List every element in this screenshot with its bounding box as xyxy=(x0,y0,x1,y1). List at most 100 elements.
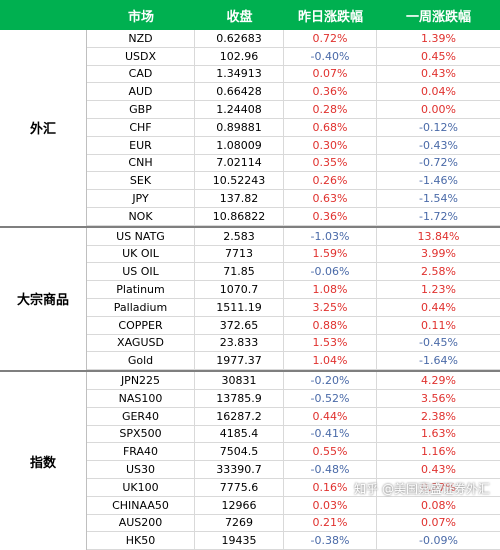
table-body: 外汇 NZD 0.62683 0.72% 1.39% USDX 102.96 -0.40% 0.… xyxy=(0,30,500,550)
table-row: UK100 7775.6 0.16% 0.27% xyxy=(87,478,500,497)
daily-change-cell: 0.72% xyxy=(284,30,377,47)
table-row: EUR 1.08009 0.30% -0.43% xyxy=(87,136,500,155)
market-cell: US NATG xyxy=(87,227,195,245)
weekly-change-cell: -0.43% xyxy=(419,138,458,152)
weekly-change-cell: -1.54% xyxy=(419,192,458,206)
table-row: FRA40 7504.5 0.55% 1.16% xyxy=(87,443,500,462)
weekly-change-cell: 0.04% xyxy=(421,85,456,99)
weekly-change-cell: 0.11% xyxy=(421,318,456,332)
weekly-change-cell: 2.38% xyxy=(421,409,456,423)
market-cell: XAGUSD xyxy=(87,334,195,352)
weekly-change-cell: 0.45% xyxy=(421,49,456,63)
section-2: 指数 JPN225 30831 -0.20% 4.29% NAS100 13785.9 -0.… xyxy=(0,372,500,550)
market-cell: US OIL xyxy=(87,263,195,281)
table-row: CHINAA50 12966 0.03% 0.08% xyxy=(87,496,500,515)
table-row: COPPER 372.65 0.88% 0.11% xyxy=(87,316,500,335)
market-cell: COPPER xyxy=(87,316,195,334)
daily-change-cell: 0.44% xyxy=(284,407,377,425)
market-cell: Palladium xyxy=(87,298,195,316)
weekly-change-cell: 1.23% xyxy=(421,283,456,297)
weekly-change-cell: -1.46% xyxy=(419,174,458,188)
section-0: 外汇 NZD 0.62683 0.72% 1.39% USDX 102.96 -0.40% 0.… xyxy=(0,30,500,228)
daily-change-cell: -0.20% xyxy=(284,372,377,389)
table-row: Gold 1977.37 1.04% -1.64% xyxy=(87,352,500,371)
daily-change-cell: -0.52% xyxy=(284,389,377,407)
table-row: CAD 1.34913 0.07% 0.43% xyxy=(87,65,500,84)
market-cell: UK OIL xyxy=(87,245,195,263)
close-cell: 23.833 xyxy=(195,334,284,352)
market-cell: CHF xyxy=(87,118,195,136)
weekly-change-cell: -0.09% xyxy=(419,534,458,548)
weekly-change-cell: 3.99% xyxy=(421,247,456,261)
table-row: SEK 10.52243 0.26% -1.46% xyxy=(87,172,500,191)
weekly-change-cell: -0.72% xyxy=(419,156,458,170)
weekly-change-cell: 13.84% xyxy=(417,229,460,243)
daily-change-cell: 0.36% xyxy=(284,83,377,101)
section-label: 外汇 xyxy=(0,30,87,226)
table-row: HK50 19435 -0.38% -0.09% xyxy=(87,532,500,550)
daily-change-cell: 0.03% xyxy=(284,496,377,514)
daily-change-cell: 0.21% xyxy=(284,514,377,532)
table-row: US30 33390.7 -0.48% 0.43% xyxy=(87,461,500,479)
close-cell: 33390.7 xyxy=(195,461,284,478)
daily-change-cell: -0.40% xyxy=(284,47,377,65)
weekly-change-cell: 0.00% xyxy=(421,103,456,117)
daily-change-cell: 0.68% xyxy=(284,118,377,136)
weekly-change-cell: 1.39% xyxy=(421,31,456,45)
table-row: XAGUSD 23.833 1.53% -0.45% xyxy=(87,334,500,353)
daily-change-cell: 1.59% xyxy=(284,245,377,263)
table-row: GBP 1.24408 0.28% 0.00% xyxy=(87,101,500,119)
close-cell: 1.34913 xyxy=(195,65,284,83)
weekly-change-cell: 1.63% xyxy=(421,427,456,441)
market-cell: NOK xyxy=(87,207,195,225)
close-cell: 16287.2 xyxy=(195,407,284,425)
close-cell: 71.85 xyxy=(195,263,284,281)
weekly-change-cell: -0.12% xyxy=(419,120,458,134)
header-cell-category xyxy=(0,0,87,30)
daily-change-cell: 3.25% xyxy=(284,298,377,316)
close-cell: 0.62683 xyxy=(195,30,284,47)
market-cell: USDX xyxy=(87,47,195,65)
daily-change-cell: 0.28% xyxy=(284,101,377,118)
close-cell: 1511.19 xyxy=(195,298,284,316)
market-cell: AUD xyxy=(87,83,195,101)
table-row: GER40 16287.2 0.44% 2.38% xyxy=(87,407,500,426)
market-cell: UK100 xyxy=(87,478,195,496)
daily-change-cell: 0.88% xyxy=(284,316,377,334)
market-cell: GER40 xyxy=(87,407,195,425)
close-cell: 7.02114 xyxy=(195,154,284,172)
section-rows: NZD 0.62683 0.72% 1.39% USDX 102.96 -0.40% 0.45… xyxy=(87,30,500,226)
market-cell: SPX500 xyxy=(87,425,195,443)
daily-change-cell: 1.08% xyxy=(284,281,377,298)
weekly-change-cell: 0.43% xyxy=(421,67,456,81)
daily-change-cell: 0.30% xyxy=(284,136,377,154)
market-cell: JPY xyxy=(87,190,195,207)
close-cell: 4185.4 xyxy=(195,425,284,443)
market-cell: FRA40 xyxy=(87,443,195,461)
header-cell-close: 收盘 xyxy=(226,9,253,25)
market-cell: GBP xyxy=(87,101,195,118)
section-1: 大宗商品 US NATG 2.583 -1.03% 13.84% UK OIL 7713 1.… xyxy=(0,227,500,373)
close-cell: 1.24408 xyxy=(195,101,284,118)
daily-change-cell: 0.26% xyxy=(284,172,377,190)
header-cell-market: 市场 xyxy=(127,9,154,25)
daily-change-cell: -0.38% xyxy=(284,532,377,550)
weekly-change-cell: 0.27% xyxy=(421,480,456,494)
header-cell-weekly-change: 一周涨跌幅 xyxy=(405,9,471,25)
market-cell: SEK xyxy=(87,172,195,190)
header-cell-daily-change: 昨日涨跌幅 xyxy=(297,9,363,25)
section-rows: JPN225 30831 -0.20% 4.29% NAS100 13785.9 -0.52… xyxy=(87,372,500,550)
market-cell: JPN225 xyxy=(87,372,195,389)
table-row: SPX500 4185.4 -0.41% 1.63% xyxy=(87,425,500,444)
market-cell: NAS100 xyxy=(87,389,195,407)
daily-change-cell: -0.41% xyxy=(284,425,377,443)
weekly-change-cell: -1.72% xyxy=(419,209,458,223)
table-row: CNH 7.02114 0.35% -0.72% xyxy=(87,154,500,173)
weekly-change-cell: 0.08% xyxy=(421,498,456,512)
daily-change-cell: 0.35% xyxy=(284,154,377,172)
market-cell: AUS200 xyxy=(87,514,195,532)
close-cell: 1.08009 xyxy=(195,136,284,154)
table-row: JPN225 30831 -0.20% 4.29% xyxy=(87,372,500,390)
close-cell: 7504.5 xyxy=(195,443,284,461)
